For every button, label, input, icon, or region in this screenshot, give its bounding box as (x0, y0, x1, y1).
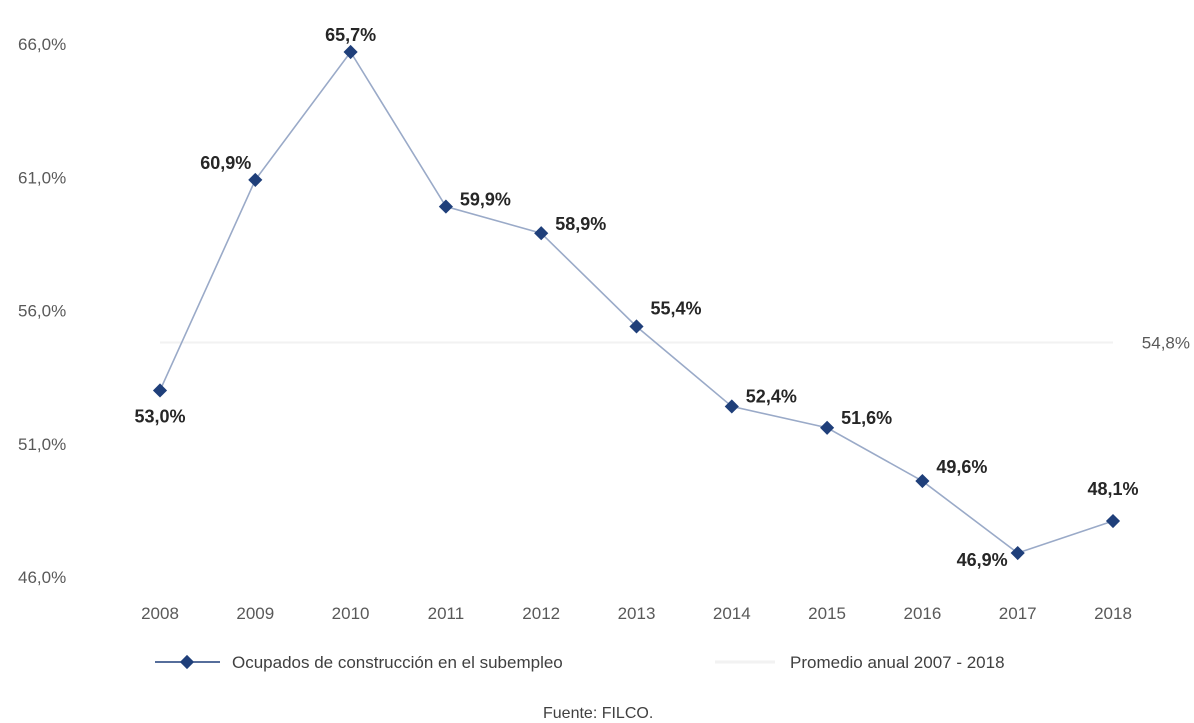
x-axis: 2008 2009 2010 2011 2012 2013 2014 2015 2016 2017… (141, 604, 1132, 623)
data-point-marker (248, 172, 263, 187)
x-tick-label: 2012 (522, 604, 560, 623)
legend-marker (179, 654, 195, 670)
data-point-marker (1010, 545, 1025, 561)
data-labels: 53,0% 60,9% 65,7% 59,9% 58,9% 55,4% 52,4% 51,6%… (134, 25, 1138, 570)
x-tick-label: 2015 (808, 604, 846, 623)
y-tick-label: 51,0% (18, 435, 66, 454)
average-series: 54,8% (160, 333, 1190, 352)
data-label: 59,9% (460, 190, 511, 210)
data-label: 53,0% (134, 406, 185, 426)
x-tick-label: 2009 (236, 604, 274, 623)
data-label: 49,6% (936, 457, 987, 477)
data-point-marker (534, 226, 549, 241)
data-label: 58,9% (555, 214, 606, 234)
x-tick-label: 2014 (713, 604, 751, 623)
y-tick-label: 56,0% (18, 302, 66, 321)
source-note: Fuente: FILCO. (543, 705, 653, 722)
data-label: 60,9% (200, 153, 251, 173)
series-line (159, 50, 1114, 554)
legend-label-average: Promedio anual 2007 - 2018 (790, 653, 1005, 672)
average-value-label: 54,8% (1142, 333, 1190, 352)
x-tick-label: 2013 (618, 604, 656, 623)
main-series (152, 44, 1121, 561)
y-tick-label: 61,0% (18, 168, 66, 187)
data-label: 48,1% (1087, 479, 1138, 499)
y-tick-label: 66,0% (18, 35, 66, 54)
x-tick-label: 2011 (428, 604, 465, 623)
y-axis: 46,0% 51,0% 56,0% 61,0% 66,0% (18, 35, 66, 587)
data-point-marker (724, 399, 739, 414)
x-tick-label: 2016 (903, 604, 941, 623)
data-point-marker (1105, 513, 1121, 529)
data-point-marker (915, 473, 930, 489)
x-tick-label: 2018 (1094, 604, 1132, 623)
y-tick-label: 46,0% (18, 568, 66, 587)
legend: Ocupados de construcción en el subempleo… (155, 653, 1005, 672)
data-point-marker (438, 199, 453, 214)
legend-label-series: Ocupados de construcción en el subempleo (232, 653, 563, 672)
data-point-marker (629, 319, 644, 334)
x-tick-label: 2008 (141, 604, 179, 623)
data-point-marker (152, 383, 168, 398)
data-label: 52,4% (746, 386, 797, 406)
data-point-marker (820, 420, 835, 435)
data-label: 51,6% (841, 408, 892, 428)
data-label: 46,9% (957, 550, 1008, 570)
data-label: 65,7% (325, 25, 376, 45)
x-tick-label: 2017 (999, 604, 1037, 623)
x-tick-label: 2010 (332, 604, 370, 623)
data-label: 55,4% (651, 298, 702, 318)
data-point-marker (343, 44, 358, 60)
